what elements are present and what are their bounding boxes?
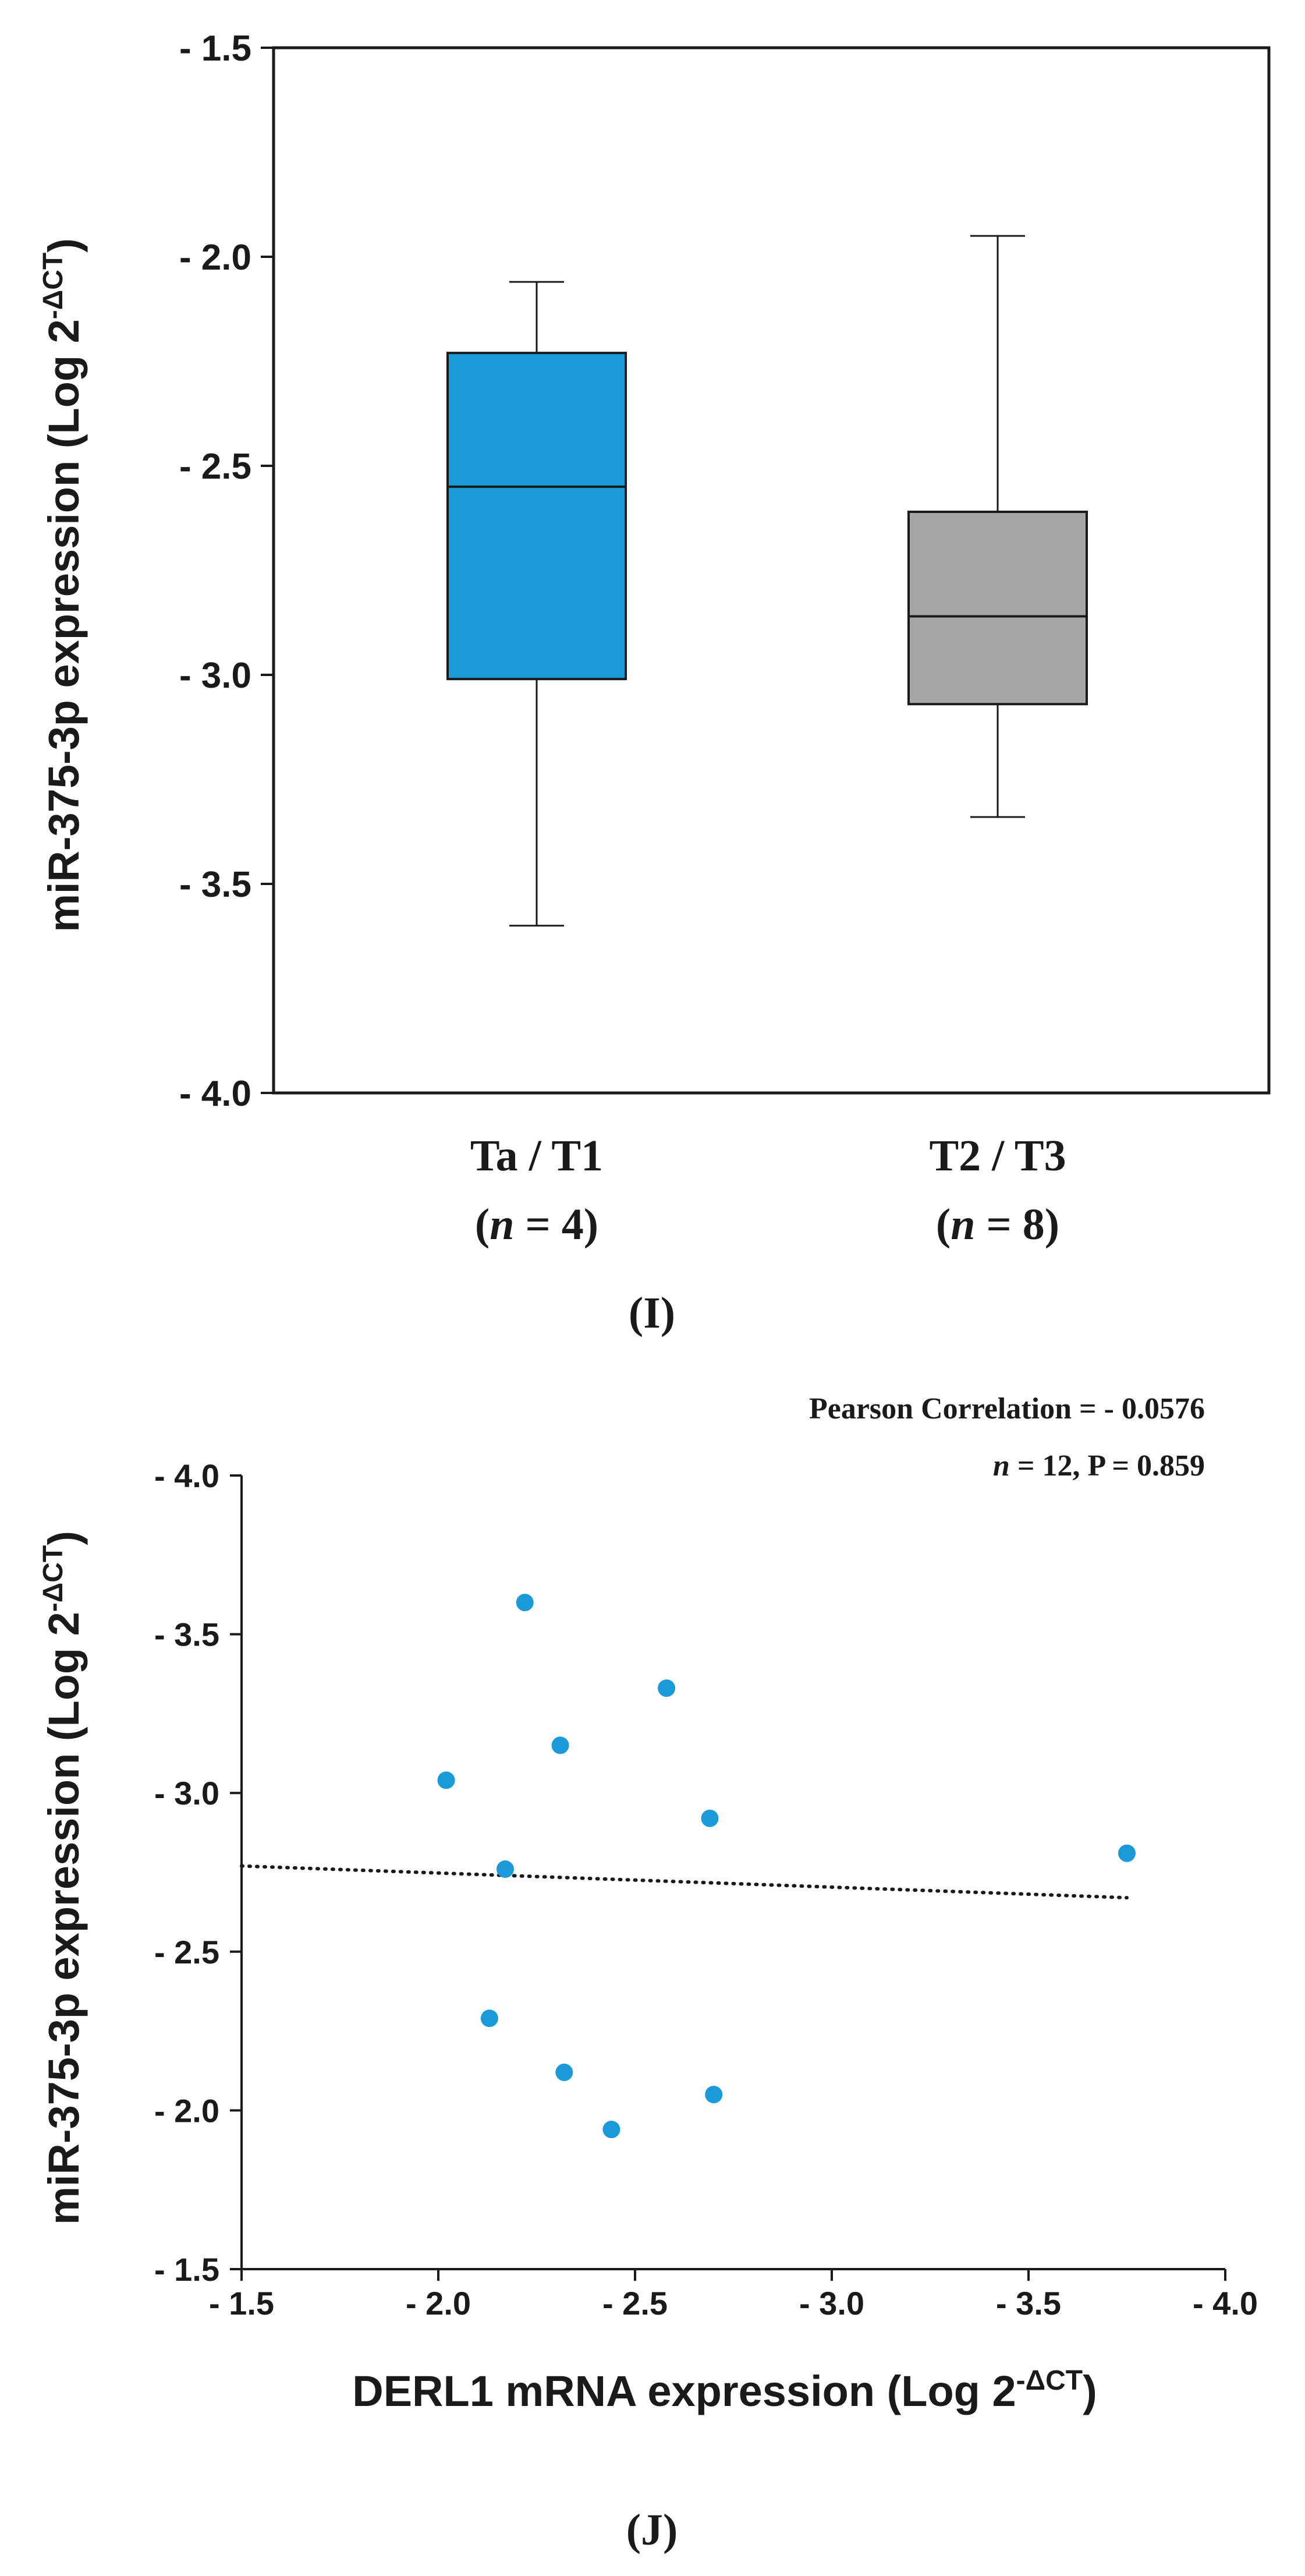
panel-j-x-axis-label: DERL1 mRNA expression (Log 2-ΔCT) — [352, 2365, 1097, 2415]
panel-j-scatter: Pearson Correlation = - 0.0576 n = 12, P… — [38, 1392, 1258, 2554]
panel-i-y-axis-label: miR-375-3p expression (Log 2-ΔCT) — [38, 238, 88, 932]
panel-j-data-point — [701, 1809, 719, 1827]
panel-j-x-tick-label: - 1.5 — [209, 2285, 274, 2322]
panel-j-trendline — [240, 1864, 1129, 1900]
panel-i-box-2 — [907, 235, 1088, 818]
panel-i-y-tick-label: - 2.0 — [179, 238, 251, 278]
panel-j-x-tick-label: - 2.0 — [406, 2285, 471, 2322]
panel-j-y-tick-label: - 3.5 — [154, 1616, 219, 1653]
panel-j-data-point — [1118, 1844, 1136, 1862]
panel-j-data-point — [551, 1736, 569, 1754]
panel-i-category-label-1: Ta / T1 — [470, 1131, 603, 1180]
panel-j-data-point — [555, 2063, 573, 2081]
panel-j-y-tick-label: - 1.5 — [154, 2251, 219, 2288]
panel-i-boxplot: - 1.5 - 2.0 - 2.5 - 3.0 - 3.5 - 4.0 miR-375-3… — [38, 29, 1271, 1337]
panel-i-iqr-box — [446, 352, 627, 681]
panel-i-box-1 — [446, 281, 627, 927]
panel-i-y-tick-label: - 1.5 — [179, 29, 251, 69]
panel-j-x-tick-label: - 4.0 — [1193, 2285, 1258, 2322]
panel-j-data-point — [480, 2009, 498, 2027]
panel-j-data-point — [705, 2086, 723, 2104]
panel-j-annotation-stats: n = 12, P = 0.859 — [993, 1449, 1205, 1482]
panel-j-y-tick-label: - 2.0 — [154, 2092, 219, 2129]
panel-j-label: (J) — [626, 2506, 678, 2554]
panel-j-annotation-correlation: Pearson Correlation = - 0.0576 — [809, 1392, 1205, 1425]
panel-j-y-tick-label: - 2.5 — [154, 1934, 219, 1970]
panel-j-data-point — [496, 1860, 514, 1878]
panel-j-y-axis-ticks: - 1.5 - 2.0 - 2.5 - 3.0 - 3.5 - 4.0 — [154, 1457, 242, 2288]
panel-i-iqr-box — [907, 510, 1088, 706]
panel-i-category-n-1: (n = 4) — [475, 1200, 598, 1249]
panel-i-y-axis: - 1.5 - 2.0 - 2.5 - 3.0 - 3.5 - 4.0 — [179, 29, 274, 1114]
panel-j-x-tick-label: - 3.0 — [799, 2285, 864, 2322]
panel-i-y-tick-label: - 4.0 — [179, 1074, 251, 1114]
panel-j-data-point — [437, 1771, 455, 1789]
panel-i-y-tick-label: - 2.5 — [179, 447, 251, 487]
panel-i-y-tick-label: - 3.0 — [179, 656, 251, 696]
panel-i-y-tick-label: - 3.5 — [179, 865, 251, 905]
panel-j-data-point — [602, 2121, 620, 2139]
panel-j-y-tick-label: - 4.0 — [154, 1457, 219, 1494]
panel-i-label: (I) — [629, 1289, 675, 1337]
panel-j-y-axis-label: miR-375-3p expression (Log 2-ΔCT) — [38, 1531, 88, 2225]
panel-j-data-point — [658, 1679, 676, 1697]
panel-j-x-axis-ticks: - 1.5 - 2.0 - 2.5 - 3.0 - 3.5 - 4.0 — [209, 2269, 1258, 2322]
panel-j-y-tick-label: - 3.0 — [154, 1775, 219, 1811]
panel-j-data-point — [516, 1594, 534, 1612]
panel-i-boxes — [446, 235, 1088, 927]
panel-i-category-n-2: (n = 8) — [936, 1200, 1059, 1249]
panel-j-x-tick-label: - 2.5 — [602, 2285, 668, 2322]
panel-j-x-tick-label: - 3.5 — [996, 2285, 1061, 2322]
panel-i-category-label-2: T2 / T3 — [929, 1131, 1066, 1180]
panel-i-plot-frame — [272, 46, 1271, 1095]
panel-j-points — [437, 1594, 1136, 2139]
